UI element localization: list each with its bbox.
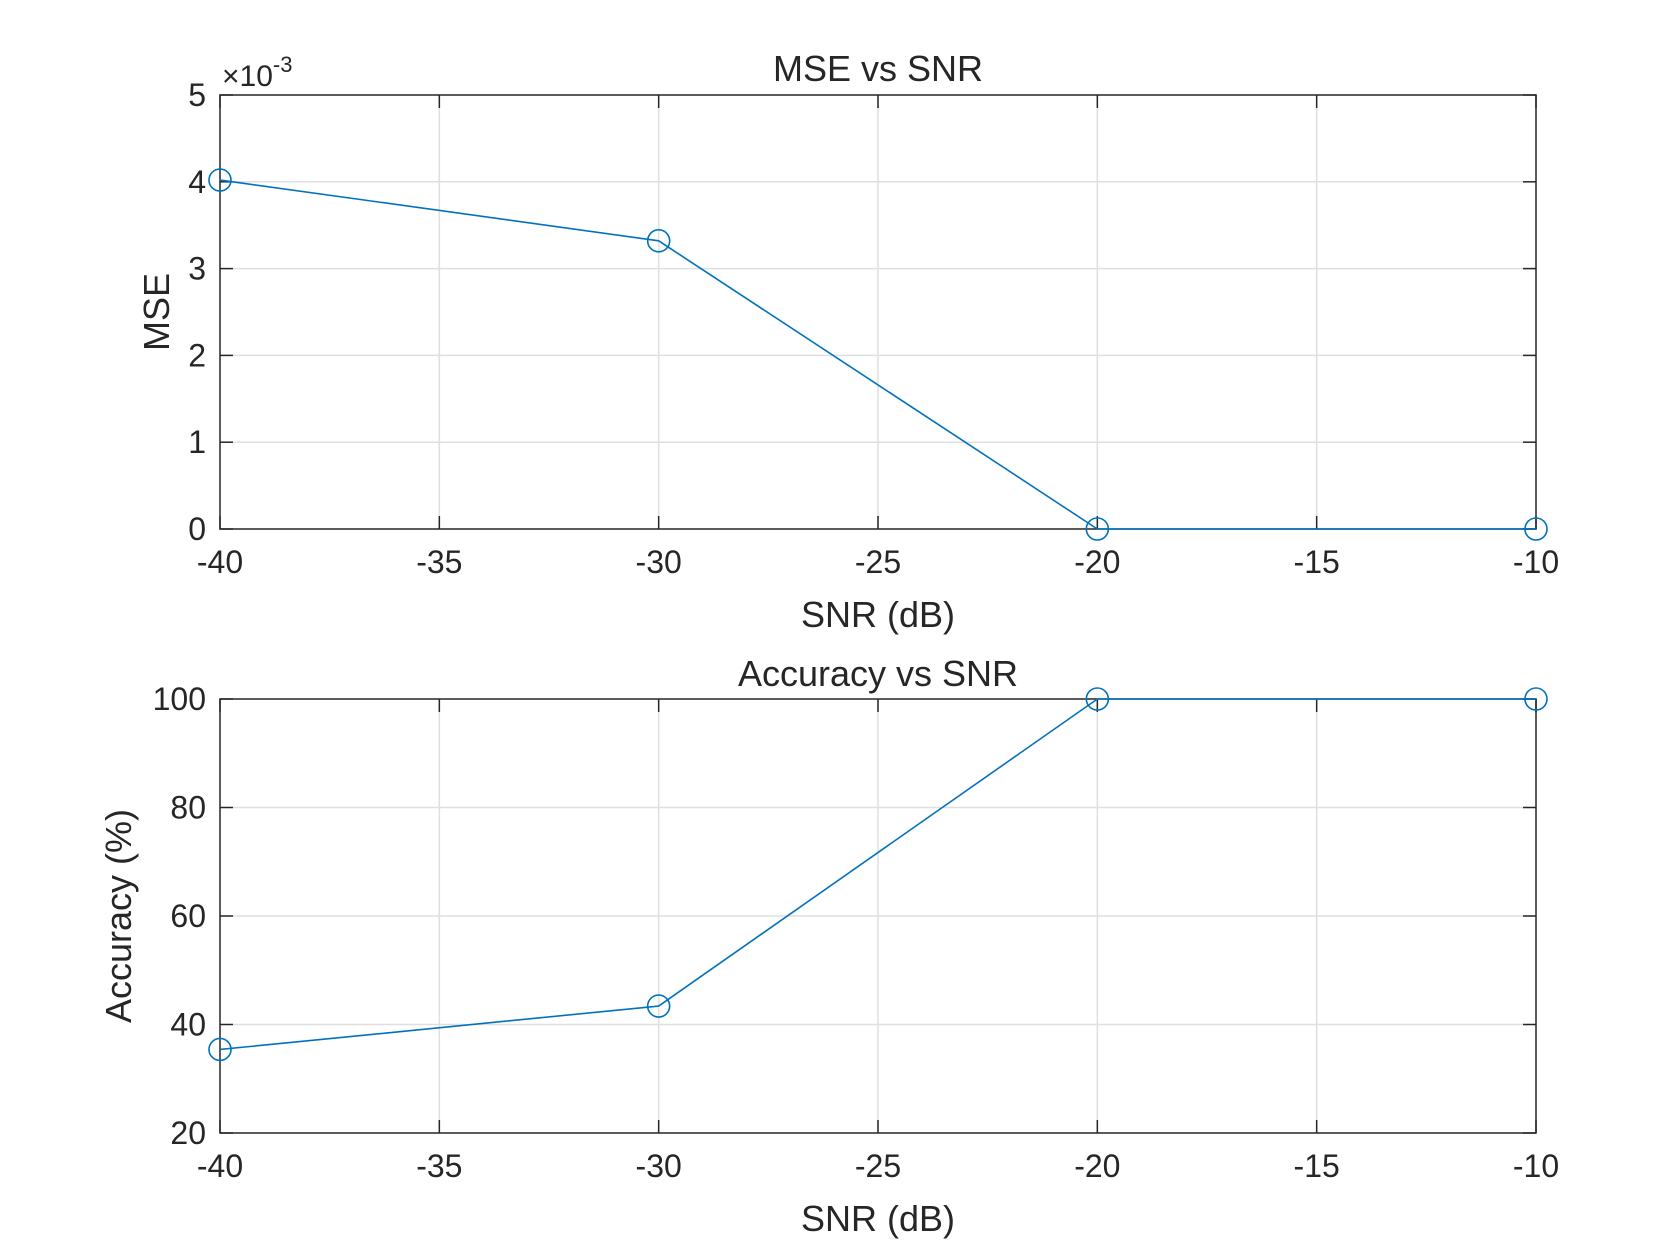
series-line <box>219 179 1536 530</box>
subplot-mse: -40 -35 -30 -25 -20 -15 -10 0 1 2 3 4 5 ×10-3 MSE v… <box>136 48 1559 635</box>
x-tick-label: -10 <box>1513 544 1559 580</box>
series-mse <box>208 168 1548 541</box>
x-tick-label: -15 <box>1294 1148 1340 1184</box>
x-tick-label: -20 <box>1074 1148 1120 1184</box>
data-point-marker <box>1085 517 1110 541</box>
y-tick-label: 80 <box>170 790 206 826</box>
y-tick-label: 1 <box>188 424 206 460</box>
data-point-marker <box>1524 517 1548 541</box>
chart-title: Accuracy vs SNR <box>738 653 1018 694</box>
data-point-marker <box>646 229 671 253</box>
grid <box>220 95 1536 529</box>
x-tick-label: -25 <box>855 544 901 580</box>
x-axis-label: SNR (dB) <box>801 1198 955 1239</box>
data-point-marker <box>1085 687 1110 711</box>
y-exponent-power: -3 <box>273 52 293 77</box>
x-tick-label: -35 <box>416 544 462 580</box>
data-point-marker <box>646 994 671 1018</box>
x-tick-label: -40 <box>197 1148 243 1184</box>
y-tick-label: 100 <box>153 681 206 717</box>
chart-title: MSE vs SNR <box>773 48 983 89</box>
x-tick-label: -35 <box>416 1148 462 1184</box>
x-tick-label: -30 <box>636 1148 682 1184</box>
axes-box <box>219 94 1537 530</box>
series-line <box>219 698 1536 1051</box>
x-tick-label: -10 <box>1513 1148 1559 1184</box>
y-tick-label: 60 <box>170 898 206 934</box>
x-tick-label: -15 <box>1294 544 1340 580</box>
data-point-marker <box>208 168 232 192</box>
x-tick-labels: -40 -35 -30 -25 -20 -15 -10 <box>197 1148 1559 1184</box>
grid <box>220 699 1536 1133</box>
y-tick-label: 4 <box>188 164 206 200</box>
series-accuracy <box>208 687 1548 1062</box>
y-tick-label: 3 <box>188 251 206 287</box>
y-tick-label: 40 <box>170 1007 206 1043</box>
x-tick-labels: -40 -35 -30 -25 -20 -15 -10 <box>197 544 1559 580</box>
x-tick-label: -20 <box>1074 544 1120 580</box>
y-exponent-label: ×10-3 <box>222 52 292 93</box>
y-axis-label: MSE <box>136 273 177 351</box>
y-tick-label: 5 <box>188 77 206 113</box>
y-tick-labels: 0 1 2 3 4 5 <box>188 77 206 547</box>
x-tick-label: -40 <box>197 544 243 580</box>
data-point-marker <box>1524 687 1548 711</box>
y-tick-label: 0 <box>188 511 206 547</box>
x-axis-label: SNR (dB) <box>801 594 955 635</box>
x-tick-label: -30 <box>636 544 682 580</box>
axes-box <box>219 698 1537 1134</box>
y-tick-label: 2 <box>188 337 206 373</box>
y-axis-label: Accuracy (%) <box>98 809 139 1023</box>
y-tick-label: 20 <box>170 1115 206 1151</box>
subplot-accuracy: -40 -35 -30 -25 -20 -15 -10 20 40 60 80 100 Accura… <box>98 653 1559 1239</box>
y-tick-labels: 20 40 60 80 100 <box>153 681 206 1151</box>
data-point-marker <box>208 1037 232 1062</box>
x-tick-label: -25 <box>855 1148 901 1184</box>
